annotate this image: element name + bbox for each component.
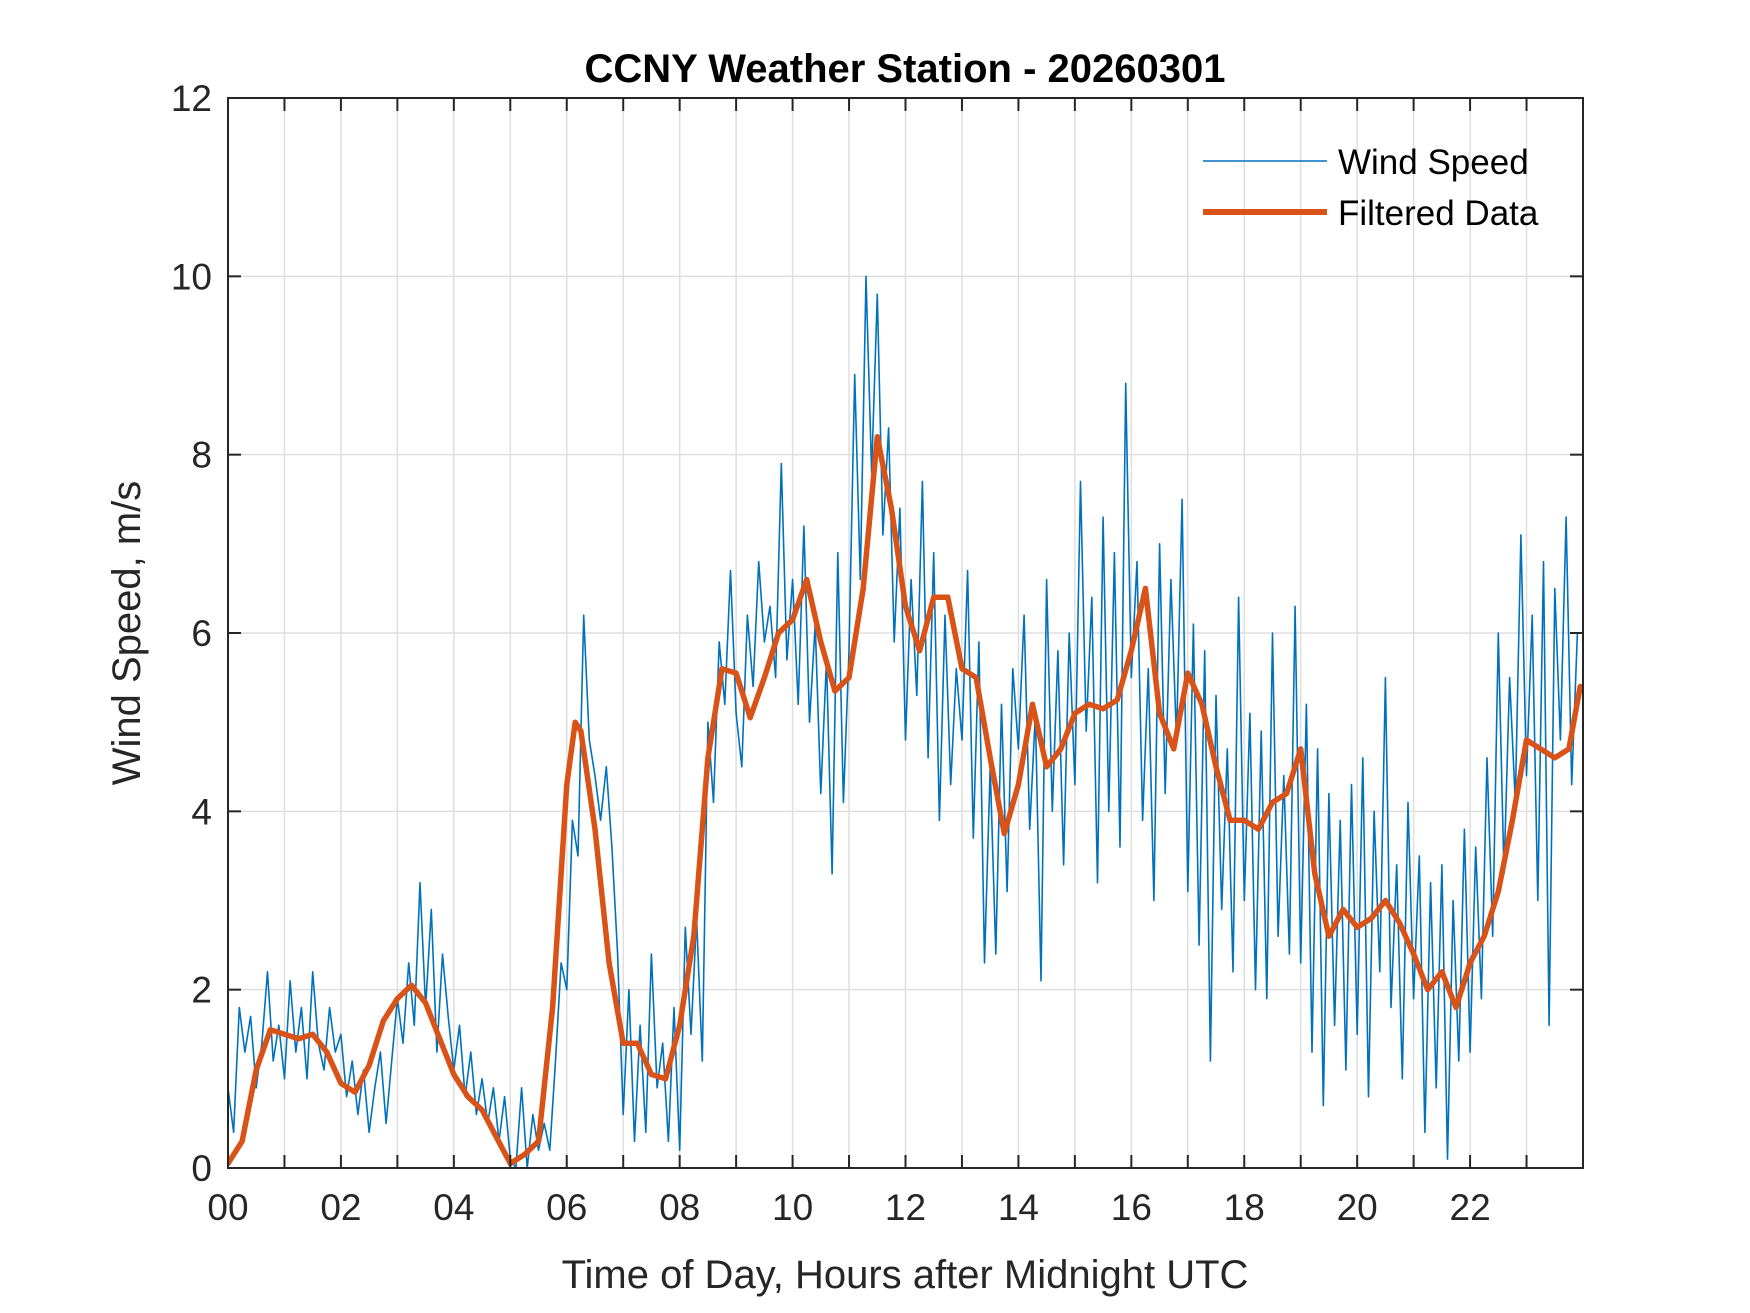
x-tick-label: 06 [546,1187,587,1228]
x-tick-label: 18 [1224,1187,1265,1228]
y-tick-label: 0 [191,1148,212,1189]
legend-entry-wind-speed[interactable]: Wind Speed [1203,143,1529,182]
chart-title: CCNY Weather Station - 20260301 [585,47,1226,91]
y-axis-label: Wind Speed, m/s [105,481,149,786]
y-tick-labels: 0 2 4 6 8 10 12 [171,78,212,1189]
x-tick-label: 20 [1337,1187,1378,1228]
y-tick-label: 8 [191,435,212,476]
x-tick-label: 08 [659,1187,700,1228]
x-tick-label: 00 [207,1187,248,1228]
x-tick-labels: 00 02 04 06 08 10 12 14 16 18 20 22 [207,1187,1490,1228]
grid-lines [228,98,1583,1168]
y-tick-label: 10 [171,256,212,297]
x-tick-label: 02 [320,1187,361,1228]
legend-label-filtered-data: Filtered Data [1338,194,1539,233]
x-tick-label: 14 [998,1187,1039,1228]
axes-frame [227,97,1584,1169]
x-tick-label: 22 [1450,1187,1491,1228]
legend-entry-filtered-data[interactable]: Filtered Data [1203,194,1539,233]
series-layer [228,275,1583,1168]
x-tick-label: 10 [772,1187,813,1228]
legend-label-wind-speed: Wind Speed [1338,143,1529,182]
series-line-wind-speed [228,275,1579,1168]
x-tick-label: 12 [885,1187,926,1228]
x-axis-label: Time of Day, Hours after Midnight UTC [562,1253,1249,1297]
y-tick-label: 6 [191,613,212,654]
series-line-filtered-data [228,434,1583,1167]
y-tick-label: 12 [171,78,212,119]
x-tick-label: 04 [433,1187,474,1228]
legend: Wind Speed Filtered Data [1203,143,1539,233]
x-tick-label: 16 [1111,1187,1152,1228]
y-tick-label: 4 [191,791,212,832]
y-tick-label: 2 [191,970,212,1011]
